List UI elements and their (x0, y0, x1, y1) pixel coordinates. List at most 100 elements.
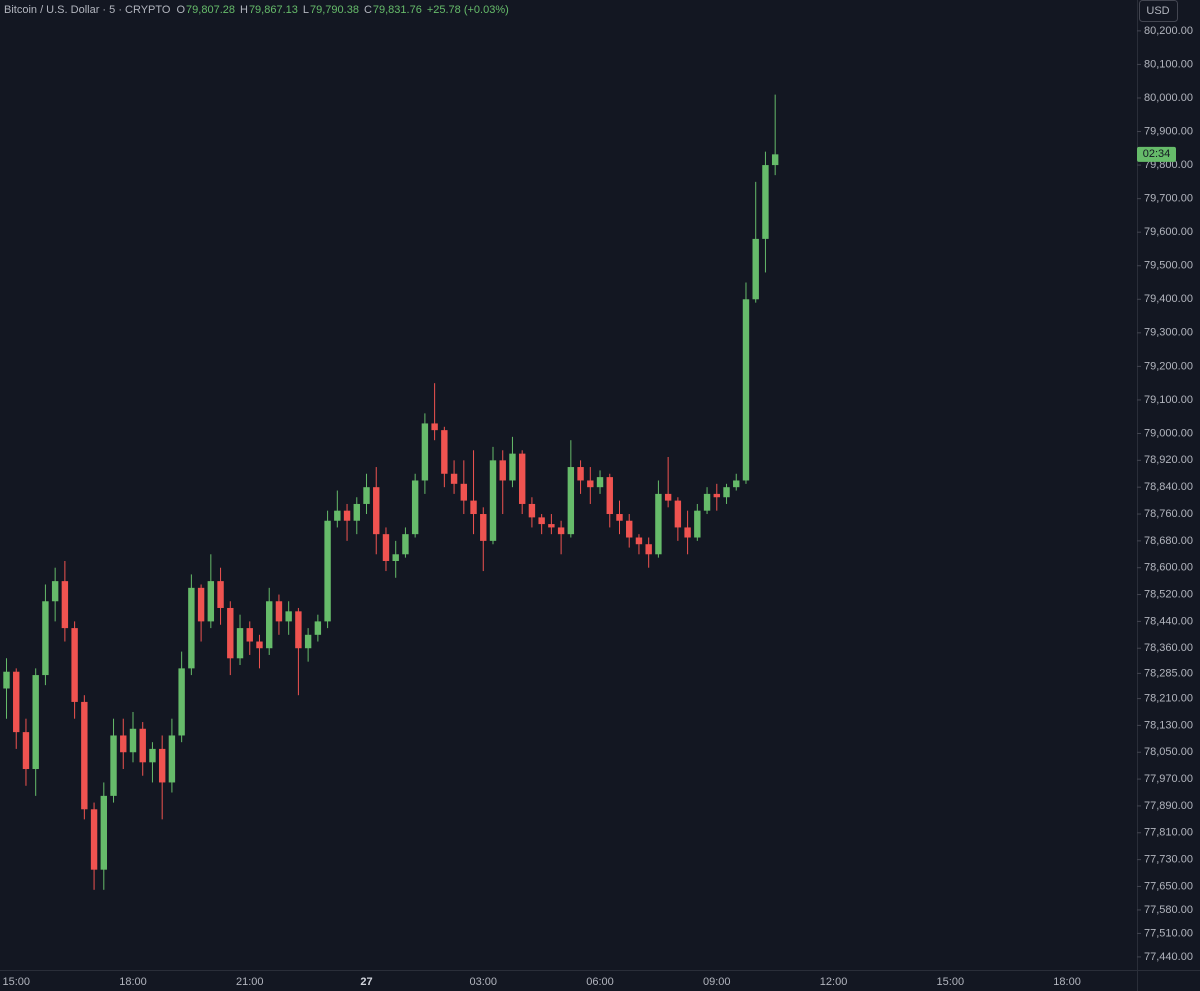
candle-body (3, 671, 10, 689)
candle-body (606, 477, 613, 515)
candle-body (90, 809, 98, 870)
x-tick-label: 15:00 (2, 976, 30, 988)
ohlc-label: L (303, 4, 309, 16)
y-tick-label: 77,440.00 (1144, 951, 1193, 963)
y-tick-label: 78,840.00 (1144, 481, 1193, 493)
candle-body (480, 514, 487, 541)
y-tick-label: 78,210.00 (1144, 692, 1193, 704)
ohlc-value: 79,831.76 (373, 4, 422, 16)
candle-body (587, 480, 594, 488)
y-tick-label: 78,680.00 (1144, 535, 1193, 547)
candle-body (460, 483, 468, 501)
candle-body (382, 534, 390, 561)
candle-body (100, 795, 107, 870)
candle-body (626, 520, 633, 538)
x-tick-label: 06:00 (586, 976, 614, 988)
ohlc-value: 79,807.28 (186, 4, 235, 16)
ohlc-label: O (176, 4, 185, 16)
candle-body (275, 601, 283, 622)
candle-body (489, 460, 497, 541)
y-tick-label: 80,200.00 (1144, 25, 1193, 37)
candle-body (139, 728, 146, 763)
candle-body (548, 524, 555, 528)
ohlc-label: H (240, 4, 248, 16)
candle-body (421, 423, 429, 481)
candle-body (324, 520, 331, 622)
y-tick-label: 78,920.00 (1144, 454, 1193, 466)
candle-body (655, 493, 662, 555)
candle-body (120, 735, 127, 753)
candle-body (742, 299, 750, 481)
candle-body (158, 748, 166, 783)
candle-body (664, 493, 672, 501)
y-tick-label: 79,000.00 (1144, 427, 1193, 439)
candle-body (431, 423, 438, 431)
y-tick-label: 78,520.00 (1144, 588, 1193, 600)
candle-body (266, 601, 273, 649)
candle-body (392, 554, 399, 561)
candle-body (723, 487, 730, 498)
y-tick-label: 79,800.00 (1144, 159, 1193, 171)
candle-body (256, 641, 263, 649)
change: +25.78 (+0.03%) (427, 4, 509, 16)
x-tick-label: 03:00 (470, 976, 498, 988)
candle-body (168, 735, 176, 783)
candle-body (771, 154, 779, 166)
candle-body (596, 477, 604, 488)
candle-body (567, 467, 575, 535)
y-tick-label: 77,510.00 (1144, 927, 1193, 939)
y-tick-label: 79,500.00 (1144, 260, 1193, 272)
currency-box[interactable] (1139, 0, 1178, 22)
candle-body (61, 581, 69, 629)
y-tick-label: 78,600.00 (1144, 562, 1193, 574)
candle-body (557, 527, 565, 535)
x-tick-label: 18:00 (1053, 976, 1081, 988)
candle-body (411, 480, 419, 535)
ohlc-value: 79,790.38 (310, 4, 359, 16)
y-tick-label: 78,285.00 (1144, 667, 1193, 679)
candle-body (178, 668, 185, 736)
x-tick-label: 27 (360, 976, 372, 988)
ohlc-label: C (364, 4, 372, 16)
candle-body (22, 732, 30, 770)
candle-body (713, 493, 720, 498)
y-tick-label: 79,400.00 (1144, 293, 1193, 305)
candle-body (51, 581, 59, 602)
y-tick-label: 79,100.00 (1144, 394, 1193, 406)
candle-body (13, 671, 20, 733)
y-tick-label: 79,300.00 (1144, 327, 1193, 339)
x-tick-label: 18:00 (119, 976, 147, 988)
y-tick-label: 77,580.00 (1144, 904, 1193, 916)
x-tick-label: 21:00 (236, 976, 264, 988)
candle-body (450, 473, 458, 484)
candle-body (538, 517, 545, 525)
y-tick-label: 78,440.00 (1144, 615, 1193, 627)
y-tick-label: 80,000.00 (1144, 92, 1193, 104)
candle-body (402, 534, 409, 555)
candle-body (42, 601, 49, 676)
candle-body (518, 453, 526, 504)
y-tick-label: 78,050.00 (1144, 746, 1193, 758)
candle-body (509, 453, 516, 481)
candle-body (295, 611, 302, 649)
y-tick-label: 77,730.00 (1144, 854, 1193, 866)
candle-body (577, 467, 584, 481)
candle-body (635, 537, 643, 545)
candle-body (645, 544, 652, 555)
candle-body (343, 510, 351, 521)
candle-body (285, 611, 292, 622)
candle-body (314, 621, 322, 635)
candle-body (762, 165, 769, 239)
candle-body (227, 607, 234, 659)
candle-body (71, 628, 78, 702)
candle-body (499, 460, 506, 481)
x-tick-label: 15:00 (937, 976, 965, 988)
candle-body (207, 581, 215, 622)
candle-body (353, 503, 360, 521)
candle-body (616, 514, 623, 521)
countdown-tag (1137, 146, 1176, 162)
y-tick-label: 79,600.00 (1144, 226, 1193, 238)
